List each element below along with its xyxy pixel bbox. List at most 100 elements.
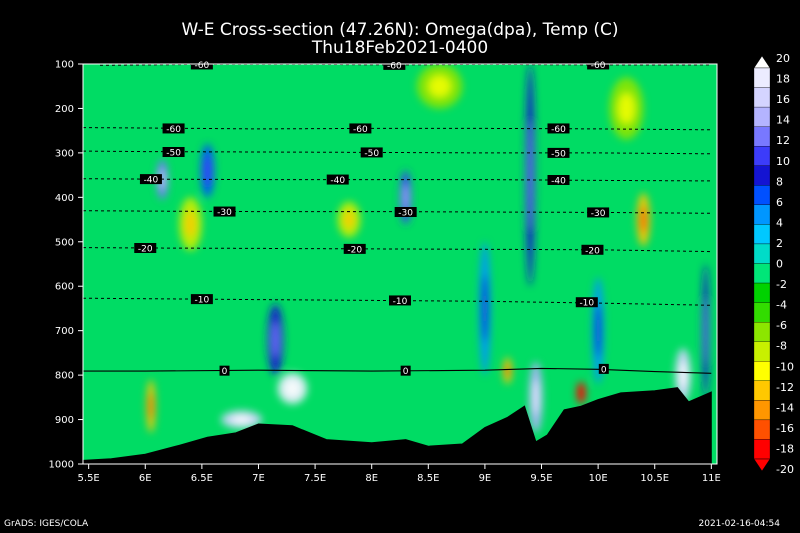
contour-label-bg [394, 207, 417, 217]
contour-label-bg [326, 174, 349, 185]
colorbar: 20181614121086420-2-4-6-8-10-12-14-16-18… [753, 52, 794, 476]
colorbar-segment [753, 67, 771, 88]
contour-label: -10 [195, 296, 210, 306]
omega-feature-core [482, 275, 488, 342]
omega-feature-core [679, 361, 687, 389]
colorbar-label: 8 [776, 175, 783, 188]
contour-labels: -60 -60 -60 -60 -60 -60 -50 -50 -50 -40 -40 -40 -30 -… [134, 59, 610, 377]
colorbar-segment [753, 243, 771, 264]
plot-frame [82, 63, 718, 465]
omega-feature-core [532, 379, 540, 416]
x-tick-label: 8E [365, 473, 378, 484]
colorbar-top-arrow [753, 55, 771, 69]
contour-label-bg [389, 295, 411, 306]
x-tick-label: 11E [702, 473, 721, 484]
omega-feature-core [595, 304, 601, 358]
contour-label-bg [547, 147, 570, 158]
x-axis: 5.5E 6E 6.5E 7E 7.5E 8E 8.5E 9E 9.5E 10E 10.5E 11E [78, 464, 721, 484]
contour-line [83, 127, 712, 131]
contour-label-bg [139, 174, 162, 185]
omega-feature-core [148, 392, 154, 420]
colorbar-label: -6 [776, 319, 787, 332]
omega-feature-core [343, 210, 355, 229]
colorbar-label: -2 [776, 278, 787, 291]
footer-credit: GrADS: IGES/COLA [4, 519, 89, 529]
contour-label: -60 [353, 125, 368, 135]
contour-label: -20 [138, 245, 153, 255]
colorbar-segment [753, 204, 771, 225]
omega-feature-core [184, 210, 197, 238]
omega-feature-core [402, 184, 409, 211]
terrain [83, 387, 712, 464]
colorbar-segment [753, 419, 771, 440]
contour-label: -60 [551, 125, 566, 135]
colorbar-segment [753, 87, 771, 108]
contour-label: 0 [403, 367, 409, 377]
colorbar-label: -16 [776, 422, 794, 435]
terrain-shape [83, 387, 712, 464]
omega-feature-core [703, 297, 708, 364]
chart-subtitle: Thu18Feb2021-0400 [311, 38, 489, 58]
contour-label: -50 [166, 149, 181, 159]
colorbar-segment [753, 380, 771, 401]
y-tick-label: 900 [55, 415, 74, 426]
contour-label: -20 [347, 245, 362, 255]
x-tick-label: 8.5E [417, 473, 439, 484]
contour-label: -30 [217, 208, 232, 218]
colorbar-segment [753, 400, 771, 421]
y-tick-label: 700 [55, 326, 74, 337]
y-tick-label: 800 [55, 371, 74, 382]
colorbar-label: 6 [776, 196, 783, 209]
colorbar-label: -12 [776, 381, 794, 394]
y-tick-label: 600 [55, 282, 74, 293]
x-tick-label: 6E [139, 473, 152, 484]
contour-label-bg [400, 365, 411, 376]
omega-feature-core [505, 364, 510, 378]
contour-line [83, 210, 712, 214]
colorbar-segment [753, 341, 771, 362]
colorbar-label: 16 [776, 93, 790, 106]
contour-label-bg [162, 123, 185, 134]
contour-label: 0 [601, 365, 607, 375]
contour-label: -50 [364, 149, 379, 159]
colorbar-segment [753, 224, 771, 245]
contour-label-bg [383, 59, 406, 70]
chart-title: W-E Cross-section (47.26N): Omega(dpa), … [181, 20, 619, 40]
footer-timestamp: 2021-02-16-04:54 [698, 519, 781, 529]
colorbar-segment [753, 165, 771, 186]
contour-label-bg [360, 147, 383, 158]
y-tick-label: 100 [55, 60, 74, 71]
x-tick-label: 9E [479, 473, 492, 484]
colorbar-label: 14 [776, 114, 790, 127]
colorbar-label: 10 [776, 155, 790, 168]
omega-feature-core [527, 119, 533, 231]
colorbar-label: -8 [776, 340, 787, 353]
omega-feature-core [271, 321, 280, 358]
colorbar-label: 2 [776, 237, 783, 250]
contour-label-bg [581, 244, 604, 255]
colorbar-label: 0 [776, 258, 783, 271]
contour-label-bg [343, 243, 366, 254]
colorbar-bottom-arrow [753, 458, 771, 472]
contour-label-bg [162, 147, 185, 157]
contour-label: -60 [591, 61, 606, 71]
contour-line [83, 367, 712, 374]
contour-line [83, 297, 712, 306]
contour-label-bg [547, 123, 570, 134]
contour-label: -20 [585, 246, 600, 256]
colorbar-segment [753, 302, 771, 323]
x-tick-label: 10.5E [640, 473, 669, 484]
colorbar-label: -4 [776, 299, 787, 312]
y-tick-label: 500 [55, 237, 74, 248]
omega-feature-core [617, 92, 635, 124]
colorbar-segment [753, 361, 771, 381]
colorbar-label: -14 [776, 401, 794, 414]
colorbar-label: 4 [776, 216, 783, 229]
colorbar-segment [753, 439, 771, 460]
colorbar-label: 12 [776, 134, 790, 147]
omega-feature-core [204, 157, 211, 185]
x-tick-label: 10E [589, 473, 608, 484]
x-tick-label: 7E [252, 473, 265, 484]
contour-label: -60 [387, 61, 402, 71]
